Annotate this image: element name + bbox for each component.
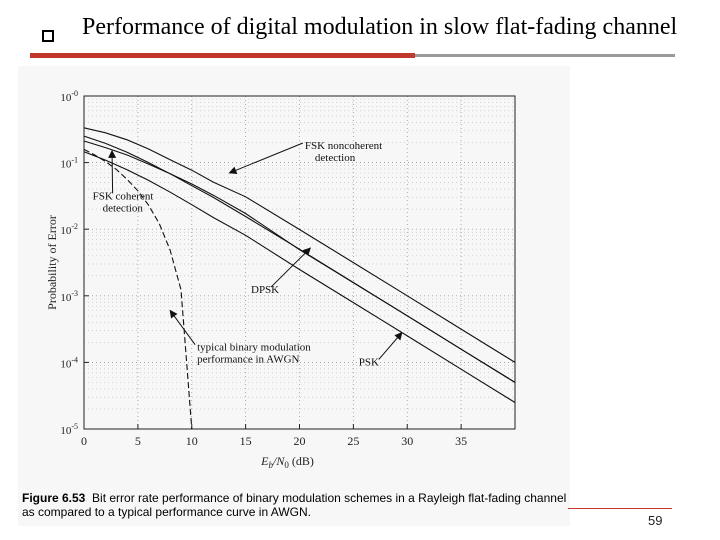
- x-tick-label: 0: [81, 434, 87, 448]
- x-tick-label: 25: [347, 434, 359, 448]
- ber-chart: 0 5 10 15 20 25 30 3510-010-110-210-310-410-5Pr…: [45, 89, 516, 470]
- series-line: [83, 135, 516, 383]
- annotation-arrow: [270, 247, 311, 288]
- x-axis-label-part: b: [269, 460, 274, 470]
- annotation-arrow: [378, 331, 403, 360]
- annotation-arrow: [108, 149, 117, 194]
- y-tick-exponent: -2: [71, 222, 78, 231]
- y-tick-label: 10-2: [60, 222, 78, 237]
- caption-text: Bit error rate performance of binary mod…: [22, 491, 567, 519]
- caption-label: Figure 6.53: [22, 491, 86, 505]
- annotation-arrow: [169, 309, 196, 345]
- y-tick-exponent: -4: [71, 355, 78, 364]
- x-tick-label: 30: [401, 434, 413, 448]
- footer-rule: [568, 508, 672, 509]
- annotation-label: FSK coherent: [93, 190, 154, 202]
- y-tick-exponent: -3: [71, 289, 78, 298]
- y-tick-mantissa: 10: [60, 225, 72, 237]
- x-axis-label-part: /N: [272, 454, 285, 468]
- x-tick-label: 20: [294, 434, 306, 448]
- y-axis-label: Probability of Error: [45, 215, 59, 310]
- y-tick-label: 10-3: [60, 289, 78, 304]
- y-tick-mantissa: 10: [60, 358, 72, 370]
- annotation-label: detection: [315, 152, 356, 164]
- x-axis-label-part: E: [260, 454, 269, 468]
- annotation-label: FSK noncoherent: [305, 140, 382, 152]
- series-line: [83, 127, 516, 363]
- y-tick-mantissa: 10: [60, 92, 72, 104]
- y-tick-label: 10-1: [60, 156, 78, 171]
- y-tick-mantissa: 10: [60, 425, 72, 437]
- x-tick-label: 10: [186, 434, 198, 448]
- annotation-label: performance in AWGN: [197, 354, 299, 366]
- x-tick-label: 35: [455, 434, 467, 448]
- annotation-label: PSK: [359, 356, 379, 368]
- annotation-label: detection: [103, 202, 144, 214]
- bullet-icon: [42, 30, 54, 42]
- title-underline-gray: [415, 54, 675, 57]
- plot-frame: [83, 95, 516, 430]
- title-underline-red: [30, 53, 415, 58]
- y-tick-mantissa: 10: [60, 159, 72, 171]
- annotation-label: typical binary modulation: [197, 342, 311, 354]
- x-axis-label: Eb/N0 (dB): [260, 454, 314, 470]
- annotation-arrow: [228, 142, 304, 174]
- y-tick-label: 10-4: [60, 355, 78, 370]
- y-tick-exponent: -5: [71, 422, 78, 431]
- y-tick-label: 10-5: [60, 422, 78, 437]
- series-line: [83, 148, 193, 430]
- annotation-label: DPSK: [251, 284, 279, 296]
- figure-panel: 0 5 10 15 20 25 30 35 10-0 10-1 10-2 10-3 10-4 10-5 Pr…: [18, 66, 570, 526]
- figure-caption: Figure 6.53 Bit error rate performance o…: [22, 491, 567, 519]
- x-axis-label-part: 0: [284, 460, 289, 470]
- x-tick-label: 15: [240, 434, 252, 448]
- x-tick-label: 5: [135, 434, 141, 448]
- y-tick-label: 10-0: [60, 89, 78, 104]
- page-number: 59: [648, 513, 663, 528]
- series-line: [83, 151, 516, 403]
- x-axis-label-part: (dB): [289, 454, 314, 468]
- y-tick-exponent: -0: [71, 89, 78, 98]
- y-tick-mantissa: 10: [60, 292, 72, 304]
- y-tick-exponent: -1: [71, 156, 78, 165]
- slide-title: Performance of digital modulation in slo…: [82, 14, 678, 40]
